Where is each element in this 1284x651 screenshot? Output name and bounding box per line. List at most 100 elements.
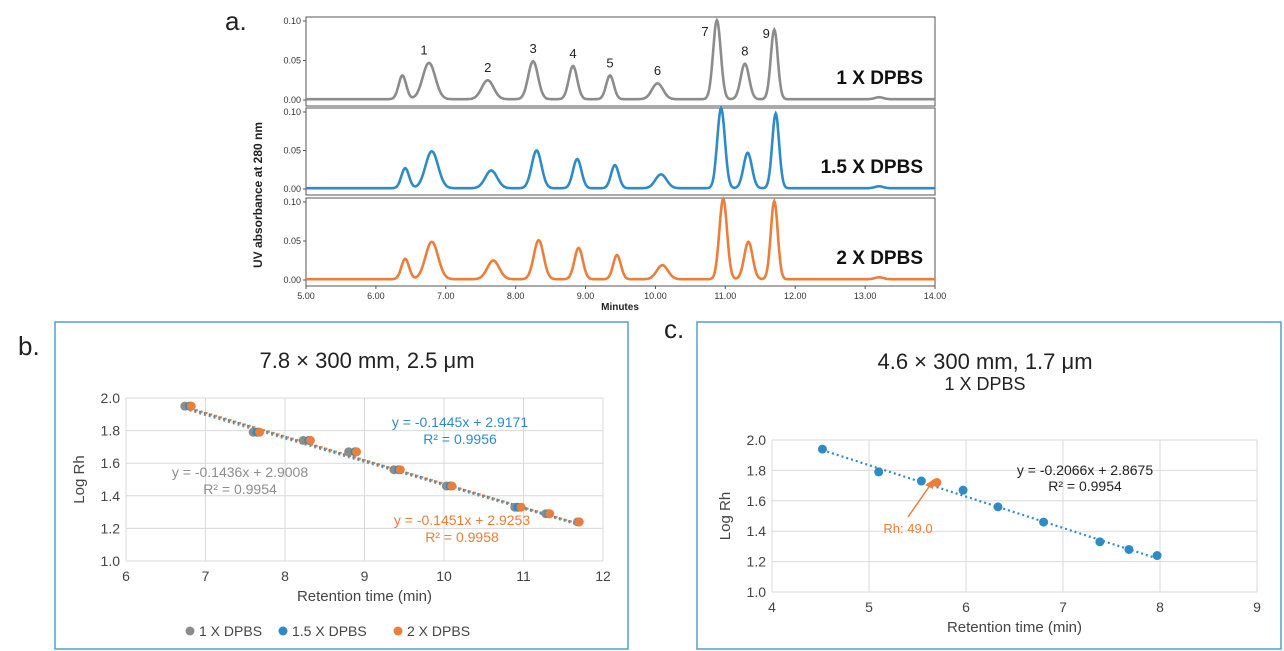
panel-c-letter: c. — [664, 314, 684, 344]
peak-label-7: 7 — [701, 24, 708, 39]
x-tick-label: 10.00 — [644, 291, 667, 301]
panel-b-letter: b. — [18, 331, 40, 361]
panel-b-plot: 1.0 1.2 1.4 1.6 1.8 2.0 6 7 8 9 10 11 12 Retention ti… — [71, 390, 611, 605]
peak-label-9: 9 — [763, 26, 770, 41]
y-tick-label: 1.6 — [747, 493, 767, 509]
y-tick-label: 0.00 — [283, 275, 301, 285]
data-point-series-2 — [932, 478, 942, 488]
panel-b-frame — [54, 321, 629, 650]
panel-b-eq-orange: y = -0.1451x + 2.9253 — [394, 512, 530, 528]
data-point-series-1 — [1039, 517, 1049, 527]
x-tick-label: 6 — [122, 568, 130, 584]
data-point-series-3 — [395, 465, 405, 475]
panel-b-r2-gray: R² = 0.9954 — [203, 481, 277, 497]
x-axis-label: Retention time (min) — [297, 588, 432, 605]
y-tick-label: 1.4 — [747, 523, 767, 539]
x-tick-label: 4 — [768, 599, 776, 615]
x-tick-label: 8.00 — [507, 291, 525, 301]
panel-c-r2: R² = 0.9954 — [1048, 478, 1122, 494]
x-tick-label: 12 — [595, 568, 611, 584]
panel-a-ylabel: UV absorbance at 280 nm — [251, 122, 265, 268]
panel-b-eq-gray: y = -0.1436x + 2.9008 — [172, 464, 308, 480]
data-point-series-1 — [344, 447, 354, 457]
legend-marker-2x — [393, 626, 403, 636]
y-tick-label: 0.05 — [283, 236, 301, 246]
y-tick-label: 1.4 — [101, 488, 121, 504]
legend-label-1x: 1 X DPBS — [199, 623, 262, 639]
panel-c-subtitle: 1 X DPBS — [944, 374, 1025, 394]
y-tick-label: 0.10 — [283, 16, 301, 26]
y-tick-label: 1.0 — [747, 584, 767, 600]
x-tick-label: 7 — [202, 568, 210, 584]
x-tick-label: 10 — [436, 568, 452, 584]
data-point-series-1 — [993, 502, 1003, 512]
chromatogram-frame-2 — [305, 107, 936, 196]
x-tick-label: 7 — [1059, 599, 1067, 615]
x-tick-label: 14.00 — [924, 291, 947, 301]
chromatogram-frame-1 — [305, 16, 936, 107]
peak-label-2: 2 — [484, 60, 491, 75]
peak-label-1: 1 — [420, 43, 427, 58]
data-point-series-1 — [874, 467, 884, 477]
trace-label-2: 1.5 X DPBS — [821, 157, 923, 178]
x-tick-label: 12.00 — [784, 291, 807, 301]
data-point-series-3 — [574, 517, 584, 527]
trace-label-1: 1 X DPBS — [836, 68, 923, 89]
x-tick-label: 8 — [1156, 599, 1164, 615]
y-tick-label: 0.05 — [283, 56, 301, 66]
y-tick-label: 0.10 — [283, 107, 301, 117]
x-tick-label: 9.00 — [577, 291, 595, 301]
data-point-series-1 — [1095, 537, 1105, 547]
panel-a-letter: a. — [225, 6, 247, 36]
data-point-series-1 — [916, 476, 926, 486]
panel-c-eq: y = -0.2066x + 2.8675 — [1017, 462, 1153, 478]
x-tick-label: 7.00 — [437, 291, 455, 301]
panel-b-legend: 1 X DPBS 1.5 X DPBS 2 X DPBS — [185, 623, 470, 639]
y-tick-label: 0.05 — [283, 146, 301, 156]
panel-a-xlabel: Minutes — [601, 302, 639, 313]
panel-b-r2-orange: R² = 0.9958 — [425, 529, 499, 545]
data-point-series-1 — [1124, 544, 1134, 554]
panel-b-title: 7.8 × 300 mm, 2.5 μm — [259, 348, 474, 373]
x-tick-label: 8 — [281, 568, 289, 584]
legend-label-2x: 2 X DPBS — [407, 623, 470, 639]
panel-c-plot: 1.0 1.2 1.4 1.6 1.8 2.0 4 5 6 7 8 9 Retention time (… — [717, 432, 1261, 636]
y-tick-label: 1.2 — [747, 554, 767, 570]
x-tick-label: 5 — [865, 599, 873, 615]
y-tick-label: 1.0 — [101, 553, 121, 569]
data-point-series-3 — [516, 502, 526, 512]
panel-c-frame — [696, 321, 1282, 650]
peak-label-3: 3 — [530, 41, 537, 56]
data-point-series-3 — [447, 481, 457, 491]
peak-label-6: 6 — [654, 63, 661, 78]
x-tick-label: 6.00 — [367, 291, 385, 301]
chromatogram-trace-1 — [306, 17, 935, 101]
y-tick-label: 0.00 — [283, 184, 301, 194]
panel-c-arrow-head — [925, 479, 934, 489]
panel-c-annotation-arrow — [907, 483, 932, 518]
panel-a-chromatograms: 0.00 0.05 0.10 1 X DPBS 0.00 0.05 0.10 1.5 X DP… — [283, 16, 946, 301]
y-tick-label: 1.8 — [747, 462, 767, 478]
data-point-series-3 — [186, 401, 196, 411]
y-tick-label: 0.00 — [283, 95, 301, 105]
x-tick-label: 5.00 — [297, 291, 315, 301]
x-tick-label: 9 — [1253, 599, 1261, 615]
chromatogram-frame-3 — [305, 197, 936, 287]
y-tick-label: 2.0 — [101, 390, 121, 406]
y-tick-label: 1.2 — [101, 520, 121, 536]
y-tick-label: 0.10 — [283, 197, 301, 207]
data-point-series-3 — [545, 509, 555, 519]
legend-label-1-5x: 1.5 X DPBS — [292, 623, 367, 639]
legend-marker-1x — [185, 626, 195, 636]
peak-label-5: 5 — [606, 55, 613, 70]
x-axis-label: Retention time (min) — [947, 619, 1082, 636]
y-tick-label: 1.6 — [101, 455, 121, 471]
data-point-series-1 — [1152, 551, 1162, 561]
data-point-series-1 — [958, 485, 968, 495]
trace-label-3: 2 X DPBS — [836, 248, 923, 269]
x-tick-label: 9 — [361, 568, 369, 584]
peak-label-4: 4 — [569, 46, 576, 61]
y-tick-label: 2.0 — [747, 432, 767, 448]
data-point-series-1 — [817, 444, 827, 454]
